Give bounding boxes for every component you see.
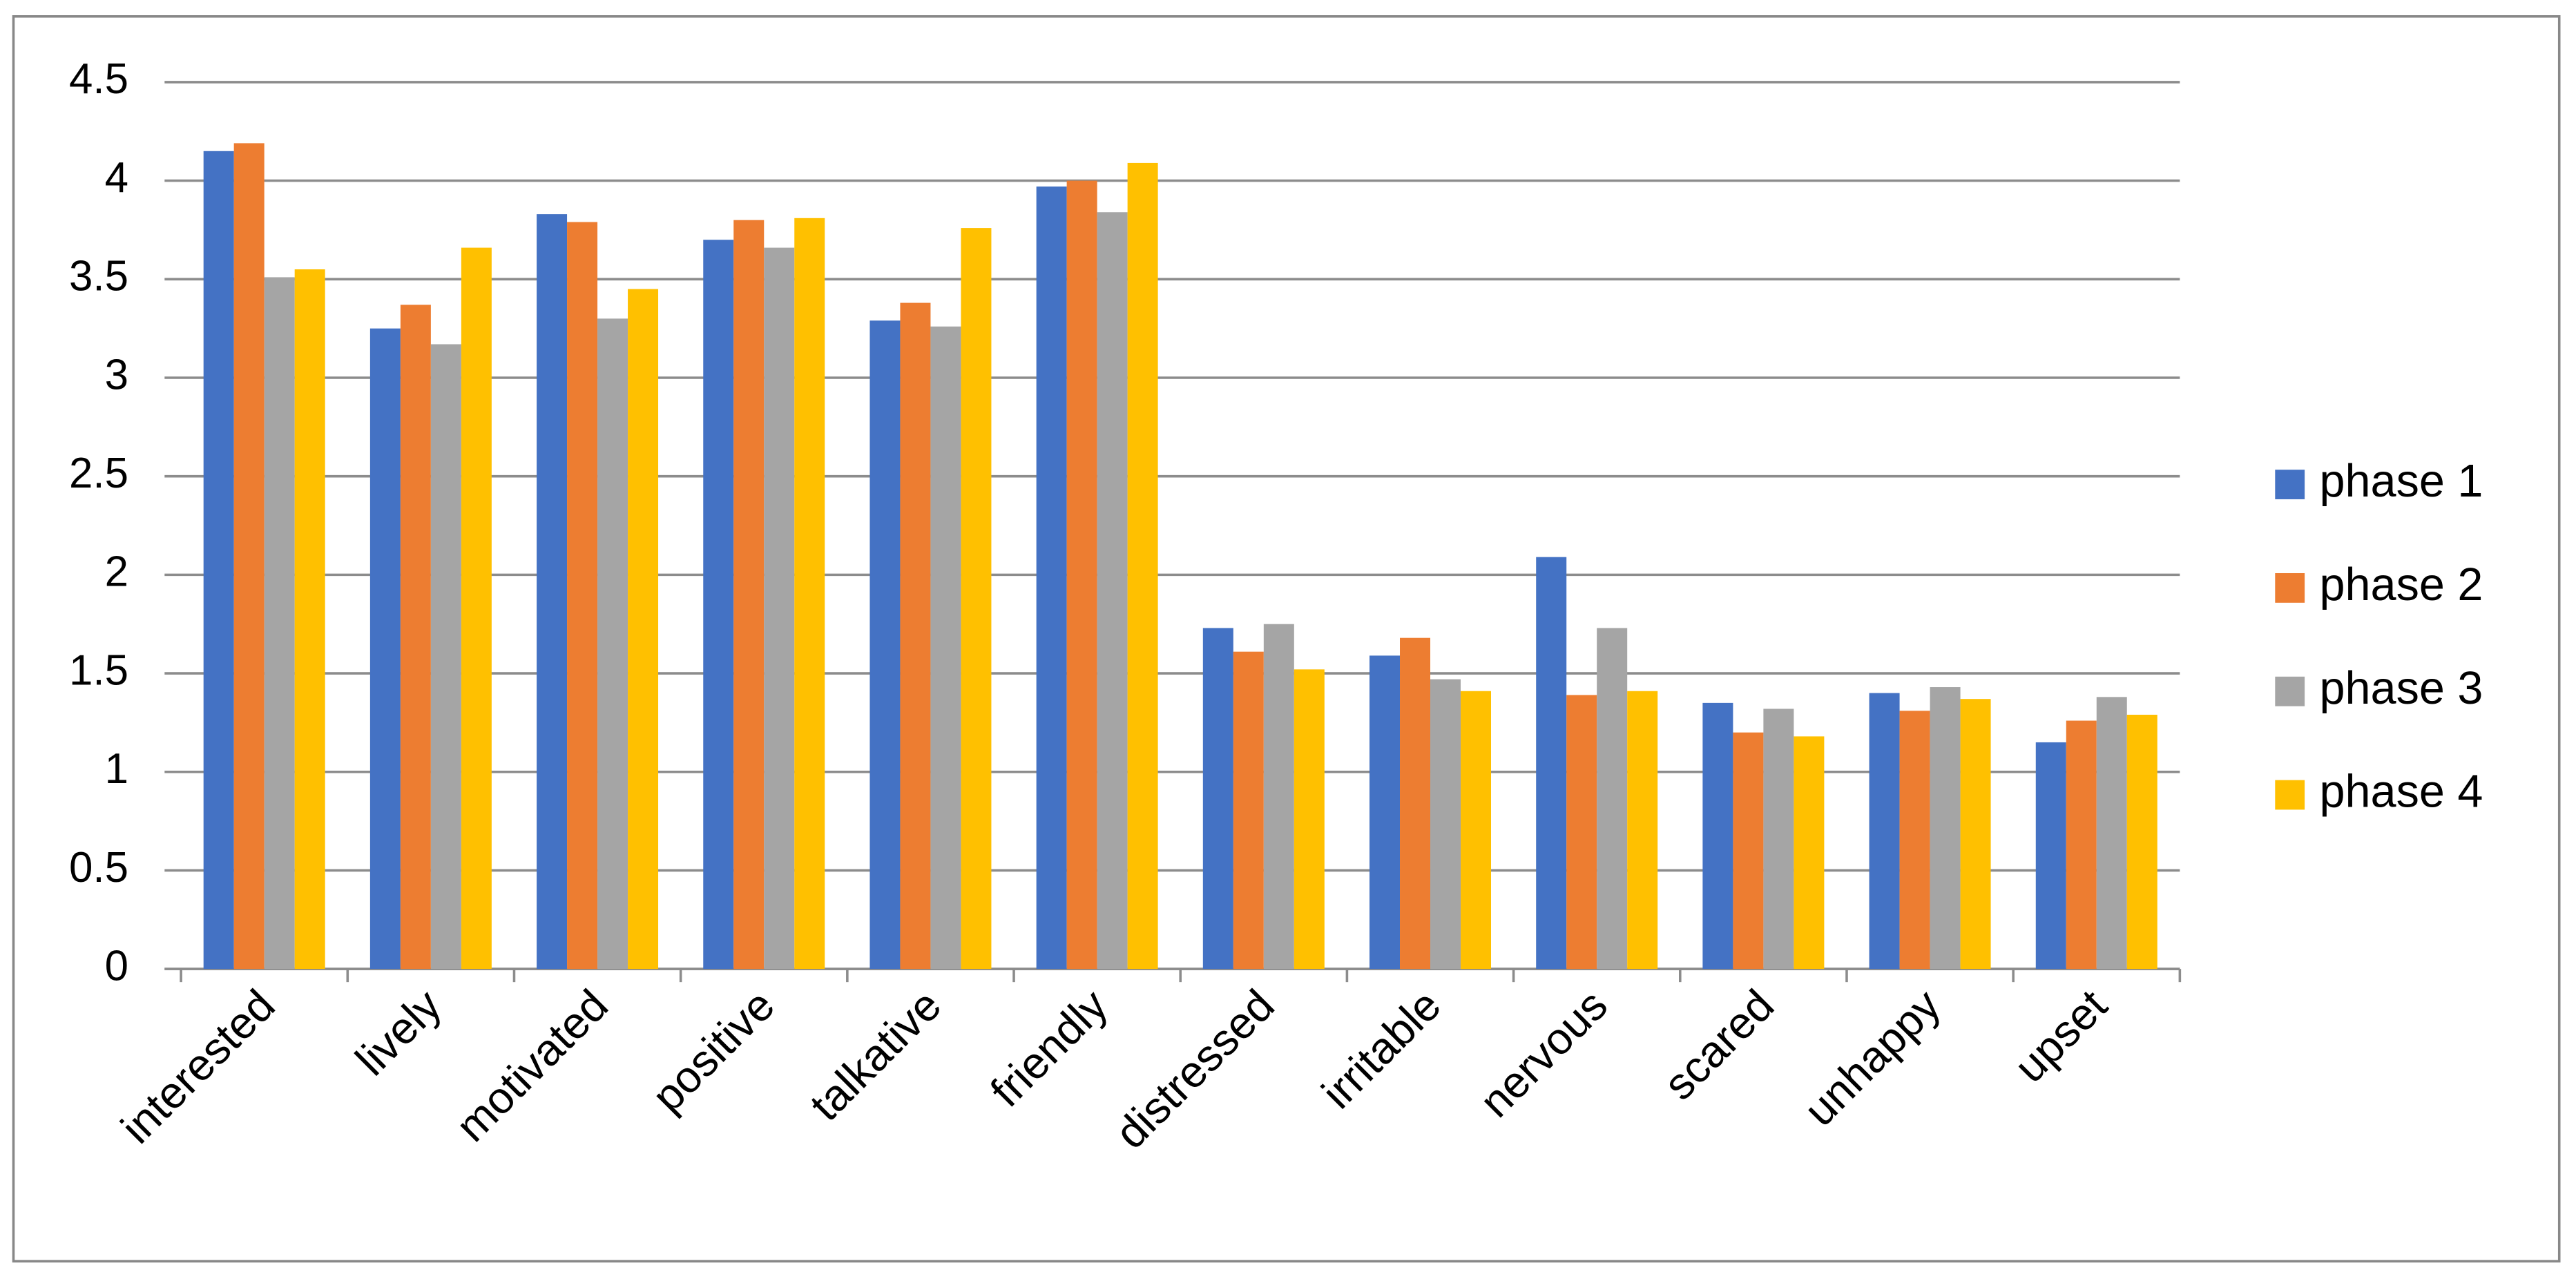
bar (203, 151, 234, 970)
bar (2126, 714, 2157, 970)
legend-swatch (2275, 572, 2305, 603)
y-tick-label: 2 (105, 548, 128, 596)
bar (703, 240, 734, 970)
legend-label: phase 1 (2320, 456, 2483, 507)
legend-swatch (2275, 470, 2305, 499)
bar (567, 222, 598, 970)
bar (1263, 624, 1294, 970)
legend-label: phase 4 (2320, 767, 2483, 818)
bar (1566, 695, 1597, 970)
bar (1430, 679, 1461, 970)
bar (1127, 162, 1158, 970)
bar (794, 218, 825, 970)
bar (1536, 557, 1567, 970)
bar (733, 220, 765, 970)
y-tick-label: 1 (105, 745, 128, 793)
bar (264, 277, 295, 970)
bar (1233, 651, 1264, 970)
bar (1066, 180, 1097, 970)
bar (537, 214, 568, 970)
y-tick-label: 3 (105, 351, 128, 398)
bar (1400, 637, 1431, 970)
legend-swatch (2275, 676, 2305, 706)
bar (1294, 669, 1325, 970)
bar (1930, 687, 1961, 970)
bar (1461, 691, 1492, 970)
bar (1627, 691, 1658, 970)
bar (1794, 736, 1825, 970)
bar (233, 143, 265, 970)
bar (2035, 742, 2066, 970)
bar (294, 269, 325, 970)
bar (1097, 212, 1128, 970)
bar (1869, 693, 1900, 970)
y-tick-label: 0 (105, 942, 128, 990)
legend-label: phase 3 (2320, 663, 2483, 714)
bar (869, 320, 901, 970)
bar (1899, 711, 1930, 970)
bar (1369, 655, 1401, 970)
legend-label: phase 2 (2320, 559, 2483, 610)
bar (430, 344, 461, 970)
bar (1763, 709, 1794, 970)
bar (1036, 186, 1067, 970)
legend-swatch (2275, 780, 2305, 810)
bar (628, 289, 659, 970)
bar (2096, 697, 2127, 970)
y-tick-label: 4 (105, 154, 128, 202)
bar (2066, 720, 2097, 970)
y-tick-label: 1.5 (69, 646, 128, 694)
bar (764, 247, 795, 970)
bar (1733, 732, 1764, 970)
y-tick-label: 0.5 (69, 844, 128, 892)
bar (1960, 699, 1991, 970)
bar (1702, 702, 1733, 970)
bar (400, 305, 431, 970)
bar (461, 247, 492, 970)
bar (597, 318, 628, 970)
y-tick-label: 3.5 (69, 253, 128, 300)
bar (930, 326, 961, 970)
y-tick-label: 4.5 (69, 55, 128, 103)
bar (1597, 628, 1628, 970)
bar (900, 302, 931, 970)
y-tick-label: 2.5 (69, 450, 128, 497)
bar (1202, 628, 1233, 970)
bar (369, 328, 401, 970)
bar (961, 228, 992, 970)
